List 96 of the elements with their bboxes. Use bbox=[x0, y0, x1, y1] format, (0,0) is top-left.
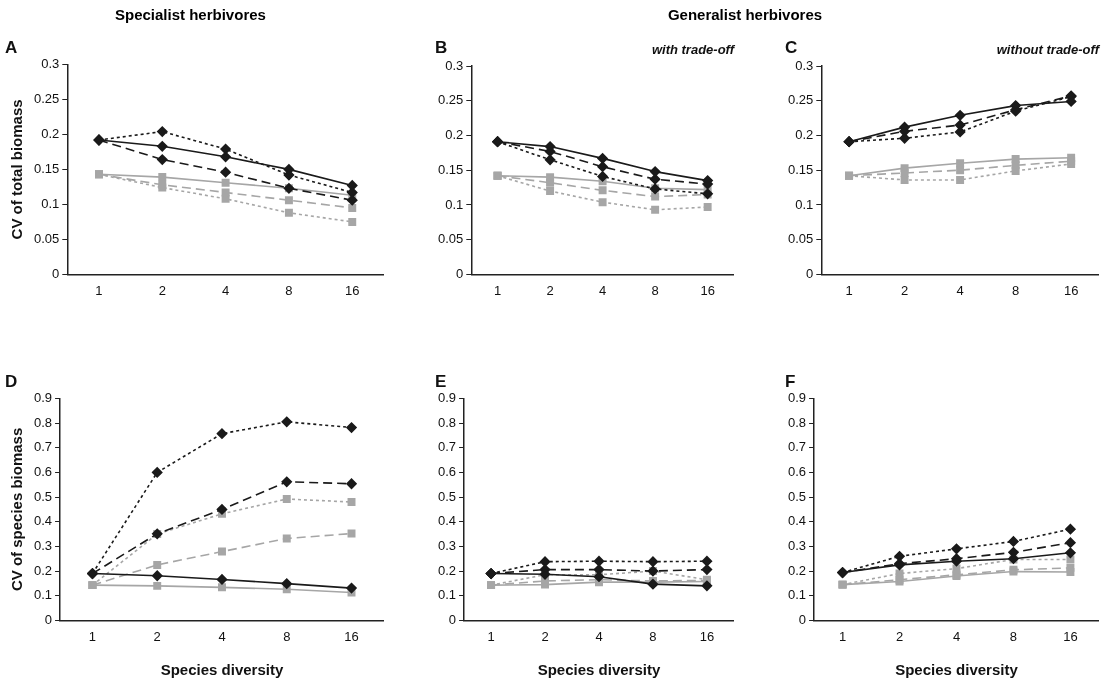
y-tick-label: 0.7 bbox=[33, 439, 53, 455]
x-tick-label: 1 bbox=[493, 282, 502, 298]
x-tick-label: 8 bbox=[1009, 628, 1018, 644]
x-tick-label: 4 bbox=[595, 628, 603, 644]
y-tick-label: 0.05 bbox=[787, 231, 814, 247]
x-tick-label: 2 bbox=[895, 628, 904, 644]
x-tick-label: 1 bbox=[487, 628, 495, 644]
x-tick-label: 8 bbox=[1012, 282, 1020, 298]
y-tick-label: 0.2 bbox=[787, 562, 807, 578]
y-tick-label: 0.8 bbox=[787, 414, 807, 430]
y-tick-label: 0.3 bbox=[445, 57, 464, 73]
x-tick-label: 4 bbox=[956, 282, 964, 298]
y-tick-label: 0.1 bbox=[445, 196, 464, 212]
x-tick-label: 1 bbox=[88, 628, 97, 644]
x-axis-title: Species diversity bbox=[537, 661, 661, 679]
y-tick-label: 0.3 bbox=[795, 57, 814, 73]
y-tick-label: 0.2 bbox=[437, 562, 457, 578]
y-tick-label: 0.5 bbox=[437, 488, 457, 504]
x-tick-label: 1 bbox=[845, 282, 853, 298]
y-tick-label: 0.7 bbox=[437, 439, 457, 455]
y-tick-label: 0.6 bbox=[437, 463, 457, 479]
chart-title: C bbox=[785, 37, 798, 57]
x-tick-label: 8 bbox=[651, 282, 659, 298]
y-tick-label: 0 bbox=[448, 611, 457, 627]
y-tick-label: 0.15 bbox=[787, 161, 814, 177]
x-tick-label: 16 bbox=[1063, 628, 1078, 644]
y-tick-label: 0 bbox=[806, 265, 814, 281]
y-tick-label: 0.2 bbox=[41, 125, 60, 141]
y-tick-label: 0 bbox=[798, 611, 807, 627]
y-tick-label: 0.25 bbox=[33, 90, 60, 106]
y-tick-label: 0.3 bbox=[33, 537, 53, 553]
x-tick-label: 1 bbox=[838, 628, 847, 644]
x-tick-label: 2 bbox=[153, 628, 161, 644]
y-axis-title: CV of species biomass bbox=[8, 427, 26, 592]
x-tick-label: 8 bbox=[649, 628, 657, 644]
y-tick-label: 0.15 bbox=[33, 160, 60, 176]
chart-subtitle: with trade-off bbox=[651, 41, 736, 57]
y-tick-label: 0.1 bbox=[787, 587, 807, 603]
y-tick-label: 0.5 bbox=[33, 488, 53, 504]
y-tick-label: 0.5 bbox=[787, 488, 807, 504]
y-tick-label: 0 bbox=[52, 265, 60, 281]
y-tick-label: 0.1 bbox=[41, 195, 60, 211]
x-axis-title: Species diversity bbox=[160, 661, 284, 679]
x-tick-label: 2 bbox=[541, 628, 549, 644]
y-tick-label: 0.9 bbox=[787, 389, 807, 405]
y-tick-label: 0.3 bbox=[437, 537, 457, 553]
y-tick-label: 0.25 bbox=[437, 92, 464, 108]
x-tick-label: 8 bbox=[283, 628, 291, 644]
y-tick-label: 0 bbox=[456, 265, 464, 281]
y-tick-label: 0.1 bbox=[795, 196, 814, 212]
y-tick-label: 0.4 bbox=[33, 513, 53, 529]
y-tick-label: 0.8 bbox=[437, 414, 457, 430]
y-tick-label: 0.2 bbox=[795, 127, 814, 143]
y-tick-label: 0.05 bbox=[437, 231, 464, 247]
y-tick-label: 0.25 bbox=[787, 92, 814, 108]
x-tick-label: 16 bbox=[700, 282, 715, 298]
x-tick-label: 8 bbox=[285, 282, 293, 298]
x-tick-label: 4 bbox=[952, 628, 961, 644]
y-tick-label: 0.3 bbox=[41, 55, 60, 71]
y-tick-label: 0.6 bbox=[33, 463, 53, 479]
x-tick-label: 4 bbox=[221, 282, 230, 298]
x-tick-label: 2 bbox=[158, 282, 166, 298]
x-tick-label: 16 bbox=[1063, 282, 1079, 298]
x-tick-label: 2 bbox=[546, 282, 554, 298]
x-tick-label: 4 bbox=[598, 282, 607, 298]
text: Generalist herbivores bbox=[666, 6, 824, 23]
y-tick-label: 0.9 bbox=[33, 389, 53, 405]
y-tick-label: 0.2 bbox=[33, 562, 53, 578]
chart-title: D bbox=[5, 371, 18, 391]
chart-title: B bbox=[435, 37, 448, 57]
y-tick-label: 0.3 bbox=[787, 537, 807, 553]
y-tick-label: 0.15 bbox=[437, 161, 464, 177]
chart-title: A bbox=[5, 37, 18, 57]
chart-title: E bbox=[435, 371, 447, 391]
y-tick-label: 0.8 bbox=[33, 414, 53, 430]
x-tick-label: 4 bbox=[218, 628, 226, 644]
y-tick-label: 0.6 bbox=[787, 463, 807, 479]
x-tick-label: 16 bbox=[344, 628, 359, 644]
x-tick-label: 1 bbox=[95, 282, 103, 298]
x-tick-label: 16 bbox=[699, 628, 715, 644]
y-tick-label: 0.9 bbox=[437, 389, 457, 405]
y-tick-label: 0.4 bbox=[787, 513, 807, 529]
y-tick-label: 0.4 bbox=[437, 513, 457, 529]
chart-subtitle: without trade-off bbox=[996, 41, 1101, 57]
chart-title: F bbox=[785, 371, 796, 391]
y-tick-label: 0.7 bbox=[787, 439, 807, 455]
y-tick-label: 0 bbox=[44, 611, 53, 627]
y-axis-title: CV of total biomass bbox=[8, 99, 26, 240]
y-tick-label: 0.2 bbox=[445, 127, 464, 143]
y-tick-label: 0.05 bbox=[33, 230, 60, 246]
text: Specialist herbivores bbox=[115, 6, 266, 23]
x-tick-label: 16 bbox=[345, 282, 360, 298]
x-axis-title: Species diversity bbox=[895, 661, 1019, 679]
y-tick-label: 0.1 bbox=[437, 587, 457, 603]
y-tick-label: 0.1 bbox=[33, 587, 53, 603]
x-tick-label: 2 bbox=[900, 282, 909, 298]
